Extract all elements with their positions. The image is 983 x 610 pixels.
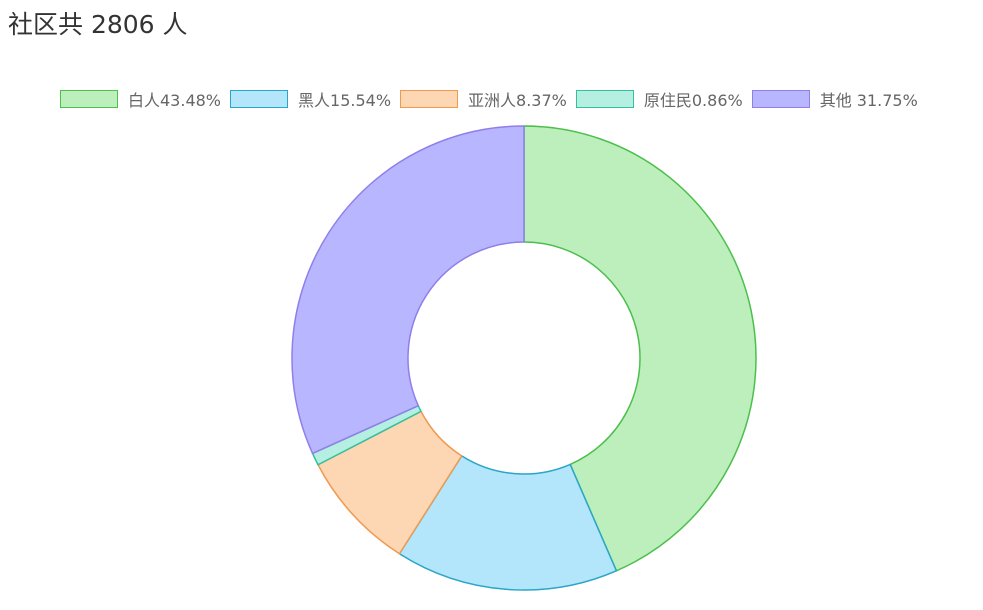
legend-swatch	[400, 90, 459, 108]
legend-item-black[interactable]: 黑人15.54%	[230, 87, 391, 111]
legend-item-white[interactable]: 白人43.48%	[60, 87, 221, 111]
donut-slice-white[interactable]	[523, 125, 757, 572]
legend-label: 原住民0.86%	[643, 91, 743, 110]
legend-label: 亚洲人8.37%	[468, 91, 567, 110]
donut-slice-black[interactable]	[398, 455, 618, 591]
chart-title: 社区共 2806 人	[8, 10, 188, 39]
legend-item-asian[interactable]: 亚洲人8.37%	[400, 87, 567, 111]
legend-swatch	[575, 90, 634, 108]
legend-item-indigenous[interactable]: 原住民0.86%	[575, 87, 743, 111]
legend-swatch	[751, 90, 810, 108]
donut-slice-other[interactable]	[291, 125, 525, 455]
legend-label: 白人43.48%	[128, 91, 222, 110]
legend-item-other[interactable]: 其他 31.75%	[751, 87, 918, 111]
chart-legend: 白人43.48% 黑人15.54% 亚洲人8.37% 原住民0.86% 其他 3…	[60, 87, 927, 111]
legend-label: 其他 31.75%	[819, 91, 918, 110]
legend-swatch	[230, 90, 289, 108]
legend-swatch	[60, 90, 118, 108]
legend-label: 黑人15.54%	[298, 91, 392, 110]
